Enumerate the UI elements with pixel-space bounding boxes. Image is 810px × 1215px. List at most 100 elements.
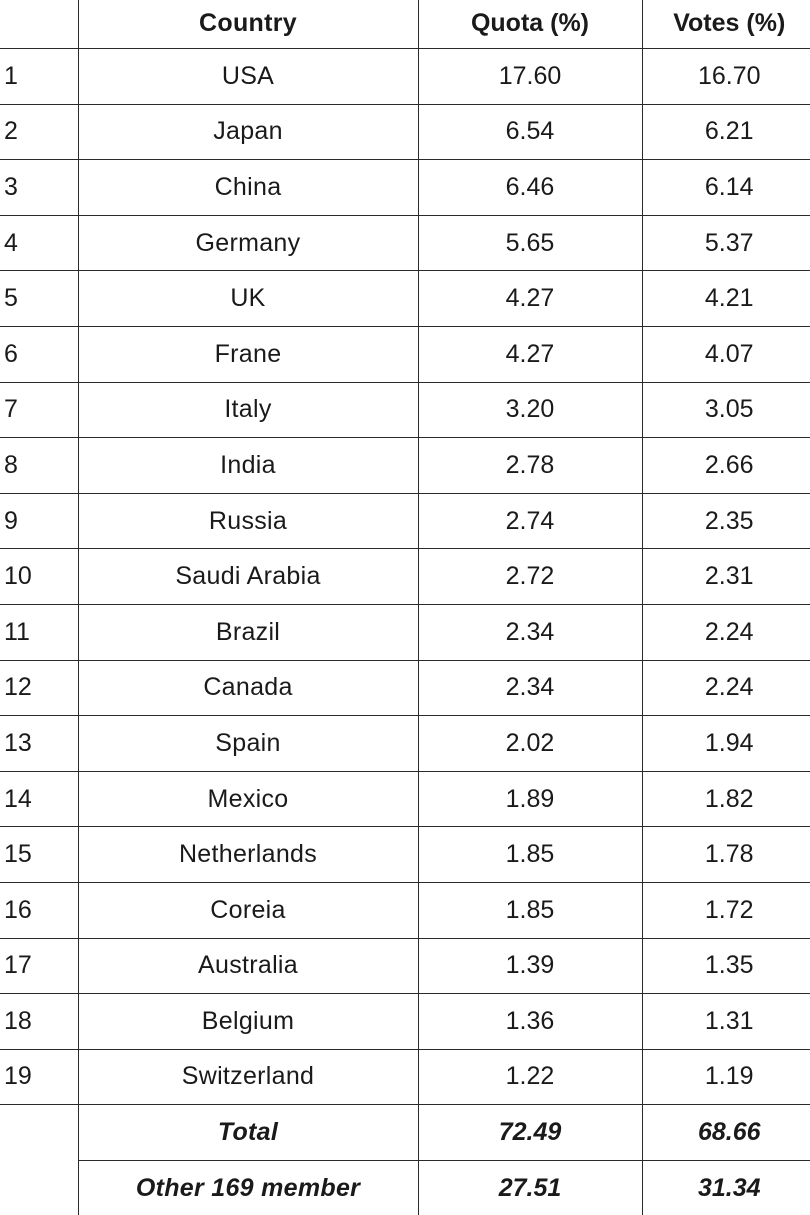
- votes-cell: 2.66: [642, 438, 810, 494]
- country-cell: China: [78, 160, 418, 216]
- quota-cell: 17.60: [418, 49, 642, 105]
- other-members-row: Other 169 member 27.51 31.34: [0, 1160, 810, 1215]
- rank-cell: 4: [0, 215, 78, 271]
- votes-cell: 2.35: [642, 493, 810, 549]
- quota-cell: 1.85: [418, 827, 642, 883]
- quota-cell: 2.02: [418, 716, 642, 772]
- quota-cell: 1.85: [418, 882, 642, 938]
- rank-cell: 3: [0, 160, 78, 216]
- country-cell: Saudi Arabia: [78, 549, 418, 605]
- rank-cell: 12: [0, 660, 78, 716]
- votes-cell: 3.05: [642, 382, 810, 438]
- rank-cell: 16: [0, 882, 78, 938]
- country-cell: Mexico: [78, 771, 418, 827]
- rank-cell: 17: [0, 938, 78, 994]
- header-quota: Quota (%): [418, 0, 642, 49]
- rank-cell: 7: [0, 382, 78, 438]
- rank-cell: 19: [0, 1049, 78, 1105]
- quota-cell: 1.39: [418, 938, 642, 994]
- quota-cell: 1.89: [418, 771, 642, 827]
- total-row: Total 72.49 68.66: [0, 1105, 810, 1161]
- other-rank-cell: [0, 1160, 78, 1215]
- country-cell: Germany: [78, 215, 418, 271]
- votes-cell: 1.72: [642, 882, 810, 938]
- country-cell: Coreia: [78, 882, 418, 938]
- rank-cell: 14: [0, 771, 78, 827]
- votes-cell: 1.19: [642, 1049, 810, 1105]
- quota-cell: 1.22: [418, 1049, 642, 1105]
- other-votes: 31.34: [642, 1160, 810, 1215]
- quota-cell: 2.78: [418, 438, 642, 494]
- votes-cell: 4.21: [642, 271, 810, 327]
- rank-cell: 15: [0, 827, 78, 883]
- country-cell: Australia: [78, 938, 418, 994]
- rank-cell: 18: [0, 994, 78, 1050]
- header-country: Country: [78, 0, 418, 49]
- quota-cell: 4.27: [418, 271, 642, 327]
- rank-cell: 11: [0, 604, 78, 660]
- country-cell: India: [78, 438, 418, 494]
- votes-cell: 1.78: [642, 827, 810, 883]
- quota-cell: 3.20: [418, 382, 642, 438]
- country-cell: USA: [78, 49, 418, 105]
- country-cell: Brazil: [78, 604, 418, 660]
- quota-cell: 2.34: [418, 660, 642, 716]
- rank-cell: 2: [0, 104, 78, 160]
- total-rank-cell: [0, 1105, 78, 1161]
- country-cell: Canada: [78, 660, 418, 716]
- other-quota: 27.51: [418, 1160, 642, 1215]
- quota-cell: 2.72: [418, 549, 642, 605]
- votes-cell: 2.24: [642, 660, 810, 716]
- votes-cell: 1.35: [642, 938, 810, 994]
- quota-cell: 1.36: [418, 994, 642, 1050]
- quota-cell: 2.34: [418, 604, 642, 660]
- rank-cell: 13: [0, 716, 78, 772]
- total-label: Total: [78, 1105, 418, 1161]
- votes-cell: 5.37: [642, 215, 810, 271]
- table-header-row: Country Quota (%) Votes (%): [0, 0, 810, 49]
- quota-cell: 2.74: [418, 493, 642, 549]
- country-cell: UK: [78, 271, 418, 327]
- quota-cell: 6.46: [418, 160, 642, 216]
- rank-cell: 6: [0, 326, 78, 382]
- header-rank: [0, 0, 78, 49]
- country-cell: Switzerland: [78, 1049, 418, 1105]
- country-cell: Belgium: [78, 994, 418, 1050]
- votes-cell: 2.24: [642, 604, 810, 660]
- country-cell: Spain: [78, 716, 418, 772]
- votes-cell: 6.14: [642, 160, 810, 216]
- votes-cell: 2.31: [642, 549, 810, 605]
- rank-cell: 5: [0, 271, 78, 327]
- header-votes: Votes (%): [642, 0, 810, 49]
- votes-cell: 1.94: [642, 716, 810, 772]
- country-cell: Netherlands: [78, 827, 418, 883]
- total-quota: 72.49: [418, 1105, 642, 1161]
- rank-cell: 1: [0, 49, 78, 105]
- quota-cell: 4.27: [418, 326, 642, 382]
- other-label: Other 169 member: [78, 1160, 418, 1215]
- votes-cell: 6.21: [642, 104, 810, 160]
- rank-cell: 10: [0, 549, 78, 605]
- total-votes: 68.66: [642, 1105, 810, 1161]
- votes-cell: 16.70: [642, 49, 810, 105]
- rank-cell: 8: [0, 438, 78, 494]
- quota-cell: 6.54: [418, 104, 642, 160]
